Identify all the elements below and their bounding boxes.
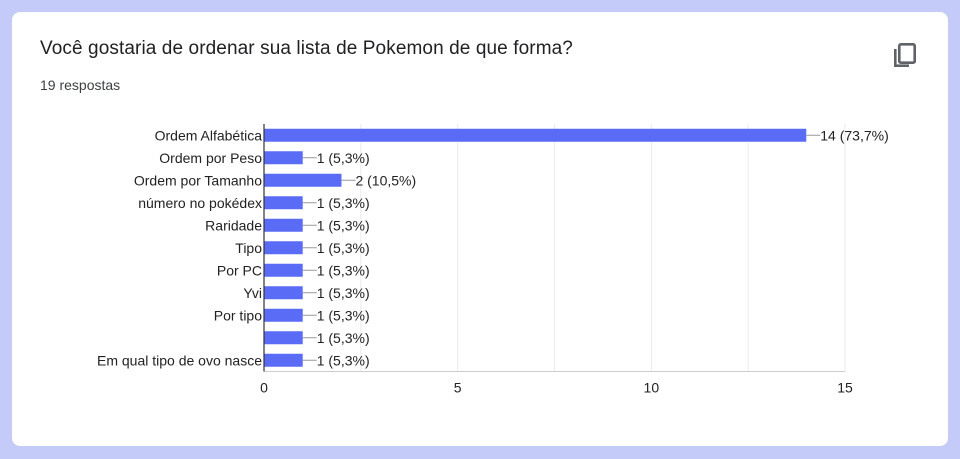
copy-button[interactable]: [888, 40, 920, 72]
x-tick-label: 0: [260, 380, 268, 396]
category-label: Ordem por Peso: [159, 150, 262, 166]
copy-icon: [894, 43, 916, 67]
data-label: 1 (5,3%): [317, 195, 370, 211]
question-title: Você gostaria de ordenar sua lista de Po…: [40, 38, 573, 59]
bar: [264, 196, 303, 210]
bar: [264, 331, 303, 345]
bar: [264, 173, 342, 187]
data-label: 1 (5,3%): [317, 150, 370, 166]
data-label: 1 (5,3%): [317, 285, 370, 301]
data-label: 2 (10,5%): [355, 172, 416, 188]
question-card: Você gostaria de ordenar sua lista de Po…: [12, 12, 948, 446]
bar: [264, 241, 303, 255]
response-count: 19 respostas: [40, 77, 121, 93]
data-label: 1 (5,3%): [317, 307, 370, 323]
x-tick-label: 10: [644, 380, 660, 396]
bar: [264, 286, 303, 300]
data-label: 1 (5,3%): [317, 330, 370, 346]
bar: [264, 353, 303, 367]
category-label: número no pokédex: [138, 195, 262, 211]
category-label: Ordem por Tamanho: [134, 172, 262, 188]
category-label: Por PC: [217, 262, 262, 278]
data-label: 14 (73,7%): [820, 127, 888, 143]
data-label: 1 (5,3%): [317, 240, 370, 256]
bar: [264, 218, 303, 232]
bar: [264, 151, 303, 165]
category-label: Por tipo: [214, 307, 262, 323]
category-label: Raridade: [205, 217, 262, 233]
category-label: Ordem Alfabética: [155, 127, 263, 143]
bar: [264, 128, 807, 142]
x-tick-label: 15: [837, 380, 853, 396]
bar: [264, 308, 303, 322]
category-label: Yvi: [243, 285, 262, 301]
data-label: 1 (5,3%): [317, 217, 370, 233]
category-label: Em qual tipo de ovo nasce: [97, 352, 262, 368]
category-label: Tipo: [235, 240, 262, 256]
data-label: 1 (5,3%): [317, 262, 370, 278]
bar: [264, 263, 303, 277]
x-tick-label: 5: [454, 380, 462, 396]
data-label: 1 (5,3%): [317, 352, 370, 368]
